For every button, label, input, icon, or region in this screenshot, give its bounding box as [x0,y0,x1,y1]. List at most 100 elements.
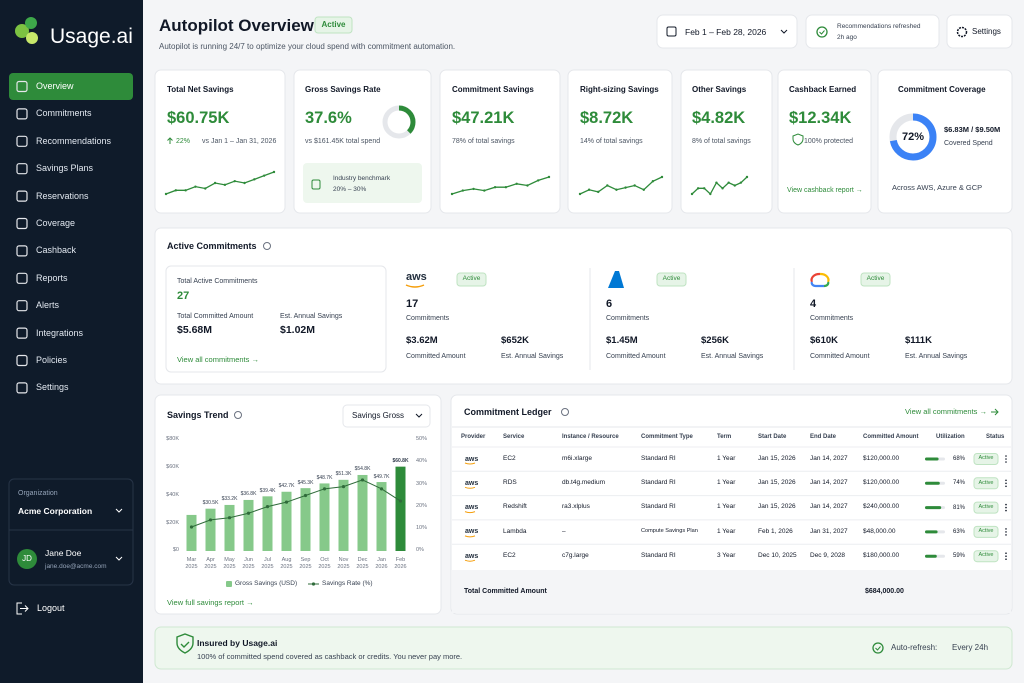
status-badge: Active [662,275,681,283]
kpi-card [777,69,872,214]
bar [243,499,254,551]
kpi-card [567,69,673,214]
data-label: $42.7K [278,483,295,490]
cell-start: Feb 1, 2026 [758,527,793,535]
sparkline-point [606,184,609,187]
aws-smile [464,486,476,489]
nav-item[interactable]: Policies [36,355,68,365]
nav-icon [16,382,28,394]
line-point [379,487,384,491]
summary-box [165,265,387,373]
row-menu[interactable] [1005,509,1007,512]
data-label: $48.7K [316,474,333,481]
status-badge: Active [978,503,994,510]
cell-provider: aws [465,528,479,536]
user-name[interactable]: Jane Doe [45,547,82,558]
row-menu[interactable] [1005,458,1007,460]
cell-instance: m6i.xlarge [562,454,592,462]
nav-active [9,73,133,100]
row-menu[interactable] [1005,455,1007,457]
benchmark-box [303,163,422,203]
row-menu[interactable] [1005,479,1007,482]
nav-item[interactable]: Savings Plans [36,163,94,174]
kpi-label: Cashback Earned [789,85,857,94]
sparkline-point [739,181,743,184]
column-header: Commitment Type [641,434,693,440]
cell-utilization: 74% [953,480,966,487]
kpi-label: Other Savings [692,85,747,94]
nav-item[interactable]: Cashback [36,245,77,256]
sparkline-point [174,189,178,192]
cell-type: Standard RI [641,503,676,511]
provider-count-label: Commitments [406,314,450,322]
row-menu[interactable] [1005,531,1007,533]
dropdown[interactable]: Savings Gross [352,411,405,420]
total-value: $684,000.00 [865,587,904,595]
shield-icon [792,133,804,146]
nav-item[interactable]: Overview [36,81,74,91]
row-menu[interactable] [1005,555,1007,557]
nav-item[interactable]: Reports [36,272,68,283]
gauge-value: 72% [901,130,925,143]
aws-smile [464,462,476,465]
settings-button [946,14,1013,49]
kpi-label: Commitment Coverage [898,85,986,94]
line [191,479,401,528]
sparkline-point [651,180,655,183]
row-menu[interactable] [1005,506,1007,509]
y2-tick-label: 10% [416,525,428,532]
row-menu[interactable] [1005,552,1007,554]
cell-utilization: 63% [953,528,966,535]
kpi-label: Right-sizing Savings [580,85,659,94]
cell-end: Jan 14, 2027 [810,503,848,511]
status-badge [656,272,687,287]
line-point [322,487,327,491]
settings-button[interactable]: Settings [972,27,1001,36]
nav-item[interactable]: Settings [36,382,69,393]
row-menu[interactable] [1005,461,1007,463]
row-menu[interactable] [1005,485,1007,488]
line-point [246,511,251,515]
logout[interactable]: Logout [37,602,65,613]
sparkline-point [745,175,749,179]
nav-item[interactable]: Reservations [36,190,89,201]
subtitle: Autopilot is running 24/7 to optimize yo… [159,42,456,51]
nav-item[interactable]: Integrations [36,327,84,338]
chevron [115,556,123,561]
line-point [398,499,403,503]
nav-icon [16,217,28,230]
row-menu[interactable] [1005,558,1007,560]
sparkline-point [483,189,486,192]
info-icon [234,411,242,419]
data-label: $39.4K [259,487,276,494]
check-icon [875,646,881,651]
link[interactable]: View all commitments → [177,355,259,365]
nav-item[interactable]: Recommendations [36,135,112,146]
row-menu[interactable] [1005,528,1007,530]
row-menu[interactable] [1005,534,1007,536]
refresh-time: 2h ago [837,33,857,41]
row-menu[interactable] [1005,482,1007,485]
date-picker [656,14,798,49]
sparkline-point [504,186,508,189]
link[interactable]: View cashback report → [787,186,863,194]
cell-amount: $48,000.00 [863,527,896,535]
x-tick-label: May 2025 [223,557,236,570]
cell-end: Jan 14, 2027 [810,479,848,487]
cell-provider: aws [465,479,479,487]
row-menu[interactable] [1005,503,1007,506]
status-badge [973,525,999,538]
link[interactable]: View full savings report → [167,598,254,608]
nav-item[interactable]: Alerts [36,300,60,311]
org-name[interactable]: Acme Corporation [18,505,93,516]
nav-item[interactable]: Coverage [36,218,76,228]
cell-instance: c7g.large [562,551,589,559]
column-header: Utilization [936,434,965,440]
dropdown[interactable] [342,404,431,428]
utilization-bar [925,530,938,534]
page-title: Autopilot Overview [159,15,314,35]
date-range[interactable]: Feb 1 – Feb 28, 2026 [685,26,767,37]
link[interactable]: View all commitments → [905,407,987,417]
nav-item[interactable]: Commitments [36,108,92,119]
